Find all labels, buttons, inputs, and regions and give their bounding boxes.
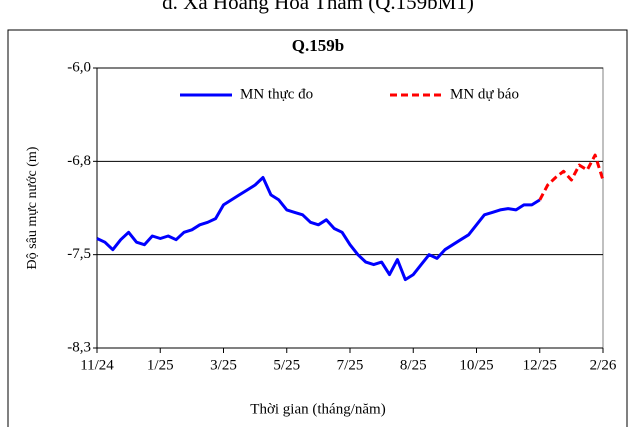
page-heading: d. Xã Hoàng Hoa Thám (Q.159bM1) xyxy=(162,0,474,14)
series-line xyxy=(96,176,541,282)
y-axis-label: Độ sâu mực nước (m) xyxy=(25,146,40,269)
x-tick-label: 12/25 xyxy=(523,357,557,373)
x-axis-label: Thời gian (tháng/năm) xyxy=(250,401,385,417)
y-tick-label: -6,0 xyxy=(67,59,91,75)
x-tick-label: 1/25 xyxy=(147,357,174,373)
x-tick-label: 8/25 xyxy=(400,357,427,373)
x-tick-label: 7/25 xyxy=(337,357,364,373)
x-tick-label: 2/26 xyxy=(590,357,617,373)
x-tick-label: 5/25 xyxy=(273,357,300,373)
legend-label: MN thực đo xyxy=(240,86,313,102)
series-line xyxy=(538,153,605,201)
y-tick-label: -8,3 xyxy=(67,339,91,355)
y-tick-label: -6,8 xyxy=(67,153,91,169)
chart-title: Q.159b xyxy=(292,36,344,55)
legend-label: MN dự báo xyxy=(450,86,519,102)
y-tick-label: -7,5 xyxy=(67,246,91,262)
x-tick-label: 10/25 xyxy=(459,357,493,373)
plot-area xyxy=(96,67,604,349)
x-tick-label: 11/24 xyxy=(80,357,114,373)
x-tick-label: 3/25 xyxy=(210,357,237,373)
